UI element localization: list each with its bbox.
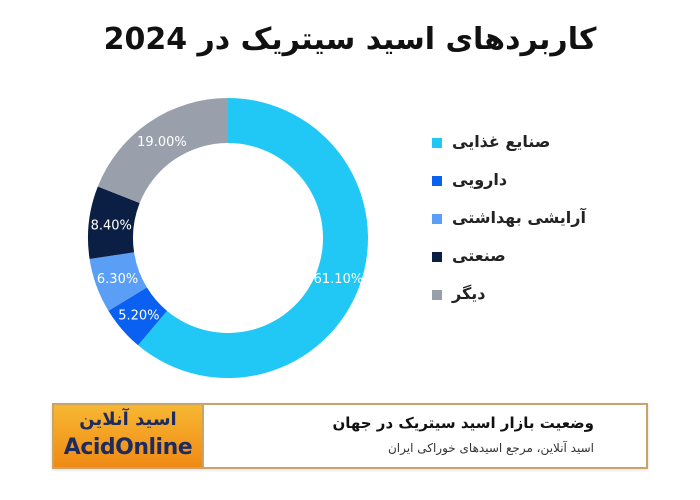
legend-label: دارویی — [452, 170, 508, 189]
donut-slice — [88, 186, 140, 260]
slice-data-label: 5.20% — [118, 309, 159, 324]
legend-label: صنعتی — [452, 246, 506, 265]
slice-data-label: 6.30% — [97, 272, 138, 287]
legend-swatch — [432, 290, 442, 300]
banner-title: وضعیت بازار اسید سیتریک در جهان — [332, 414, 594, 432]
legend-item: صنعتی — [420, 244, 620, 282]
legend-item: دارویی — [420, 168, 620, 206]
slice-data-label: 61.10% — [314, 272, 364, 287]
legend-label: صنایع غذایی — [452, 132, 551, 151]
chart-legend: صنایع غذایی دارویی آرایشی بهداشتی صنعتی دیگر — [420, 130, 620, 320]
legend-swatch — [432, 214, 442, 224]
footer-banner: اسید آنلاین AcidOnline وضعیت بازار اسید … — [52, 403, 648, 469]
donut-slice — [89, 252, 147, 311]
donut-slice — [138, 98, 368, 379]
legend-item: دیگر — [420, 282, 620, 320]
legend-item: آرایشی بهداشتی — [420, 206, 620, 244]
logo-text-fa: اسید آنلاین — [79, 409, 177, 430]
slice-data-label: 19.00% — [137, 135, 187, 150]
legend-item: صنایع غذایی — [420, 130, 620, 168]
legend-swatch — [432, 252, 442, 262]
donut-slice — [108, 287, 167, 346]
slice-data-label: 8.40% — [91, 219, 132, 234]
legend-label: آرایشی بهداشتی — [452, 208, 586, 227]
logo-text-en: AcidOnline — [63, 435, 193, 460]
banner-text: وضعیت بازار اسید سیتریک در جهان اسید آنل… — [204, 405, 642, 467]
donut-slice — [97, 98, 228, 204]
acidonline-logo[interactable]: اسید آنلاین AcidOnline — [54, 405, 204, 467]
donut-chart: 61.10% 5.20% 6.30% 8.40% 19.00% — [88, 98, 368, 379]
banner-subtitle: اسید آنلاین، مرجع اسیدهای خوراکی ایران — [387, 441, 594, 455]
chart-title: کاربردهای اسید سیتریک در 2024 — [103, 22, 597, 57]
legend-swatch — [432, 176, 442, 186]
legend-label: دیگر — [452, 284, 486, 303]
legend-swatch — [432, 138, 442, 148]
